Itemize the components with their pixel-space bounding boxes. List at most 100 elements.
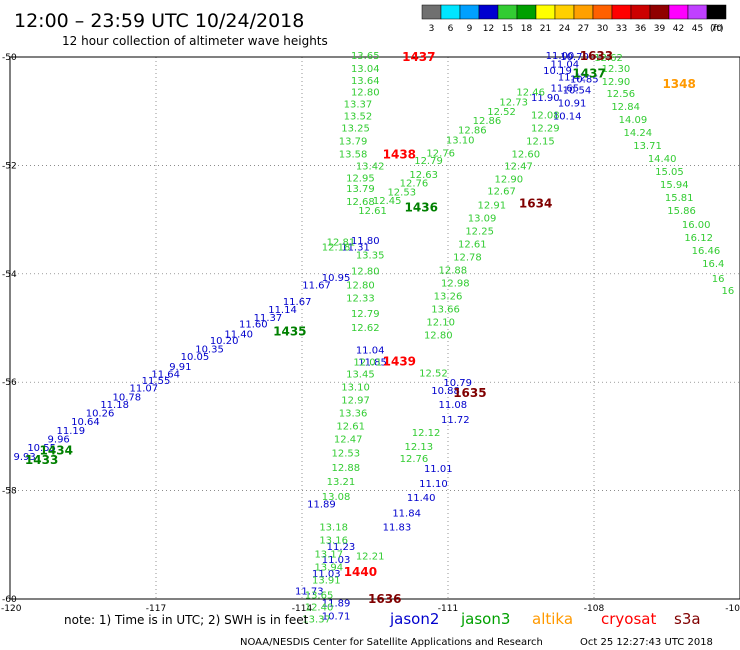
jason2-swh-value: 11.10: [419, 479, 448, 490]
jason2-swh-value: 11.89: [307, 500, 336, 511]
pass-time-layer: 1437 1633 1437 1348 1438 1634 1436 1435 1439 1635…: [25, 49, 696, 606]
lon-tick-label: -10: [725, 604, 740, 614]
jason3-swh-value: 15.86: [667, 206, 696, 217]
jason3-swh-value: 12.10: [426, 317, 455, 328]
jason3-swh-value: 12.90: [602, 77, 631, 88]
jason3-swh-value: 13.64: [351, 76, 380, 87]
colorbar-label: 21: [540, 24, 551, 34]
jason2-swh-value: 10.91: [558, 99, 587, 110]
pass-time-label: 1435: [273, 324, 306, 338]
jason3-swh-value: 13.36: [339, 409, 368, 420]
lon-tick-label: -120: [1, 604, 22, 614]
jason2-swh-value: 10.85: [570, 75, 599, 86]
jason2-swh-value: 10.54: [563, 86, 592, 97]
jason3-swh-value: 13.04: [351, 64, 380, 75]
jason3-swh-value: 12.56: [606, 89, 635, 100]
jason3-swh-value: 13.26: [434, 291, 463, 302]
jason3-swh-value: 12.76: [400, 454, 429, 465]
jason3-swh-value: 12.52: [419, 368, 448, 379]
pass-time-label: 1348: [662, 77, 695, 91]
jason3-swh-value: 12.12: [412, 428, 441, 439]
colorbar: 3 6 9 12 15 18 21 24 27 30 33 36 39 42 45 70: [421, 4, 727, 34]
jason3-swh-value: 12.40: [305, 603, 334, 614]
jason2-swh-value: 10.95: [322, 273, 351, 284]
jason3-swh-value: 13.08: [322, 492, 351, 503]
jason3-swh-value: 16.46: [692, 246, 721, 257]
jason3-swh-value: 12.81: [327, 237, 356, 248]
jason2-swh-value: 11.01: [424, 464, 453, 475]
jason3-swh-value: 12.25: [465, 226, 494, 237]
jason3-swh-value: 16: [721, 286, 734, 297]
jason3-swh-value: 12.63: [409, 170, 438, 181]
colorbar-label: 9: [467, 24, 473, 34]
legend-jason3: jason3: [460, 610, 510, 628]
jason3-swh-value: 13.94: [314, 562, 343, 573]
lat-tick-label: -52: [2, 161, 17, 171]
jason2-swh-value: 11.84: [392, 508, 421, 519]
colorbar-label: 42: [673, 24, 684, 34]
jason2-swh-value: 11.37: [254, 313, 283, 324]
colorbar-label: 70: [711, 24, 723, 34]
colorbar-swatch: [611, 4, 632, 20]
jason3-swh-value: 12.78: [453, 252, 482, 263]
colorbar-swatch: [421, 4, 442, 20]
jason2-swh-value: 10.26: [86, 409, 115, 420]
legend-altika: altika: [532, 610, 573, 628]
colorbar-swatch: [497, 4, 518, 20]
note-text: note: 1) Time is in UTC; 2) SWH is in fe…: [64, 613, 309, 627]
jason3-swh-value: 12.01: [353, 358, 382, 369]
lat-tick-label: -58: [2, 487, 17, 497]
jason2-swh-value: 10.05: [181, 352, 210, 363]
jason3-swh-value: 13.37: [344, 100, 373, 111]
jason3-swh-value: 16.12: [684, 233, 713, 244]
jason3-swh-value: 14.40: [648, 154, 677, 165]
jason2-swh-value: 10.64: [71, 417, 100, 428]
jason3-swh-value: 12.15: [526, 136, 555, 147]
jason3-swh-value: 12.80: [424, 331, 453, 342]
jason2-swh-value: 11.89: [322, 598, 351, 609]
colorbar-swatch: [459, 4, 480, 20]
colorbar-swatch: [706, 4, 727, 20]
jason3-swh-value: 12.98: [441, 278, 470, 289]
jason2-swh-value: 11.83: [383, 522, 412, 533]
jason3-swh-value: 13.21: [327, 477, 356, 488]
lat-tick-label: -60: [2, 595, 17, 605]
jason3-swh-value: 12.62: [351, 323, 380, 334]
colorbar-swatch: [535, 4, 556, 20]
jason2-swh-value: 10.14: [553, 112, 582, 123]
jason3-swh-value: 12.53: [387, 187, 416, 198]
lon-tick-label: -108: [584, 604, 605, 614]
data-layer: 9.9310.559.9611.1910.6410.2611.1810.7811…: [13, 51, 734, 626]
pass-time-label: 1633: [580, 49, 613, 63]
colorbar-label: 45: [692, 24, 703, 34]
jason2-swh-value: 10.55: [27, 443, 56, 454]
jason3-swh-value: 13.25: [341, 123, 370, 134]
jason3-swh-value: 12.60: [512, 149, 541, 160]
colorbar-swatch: [668, 4, 689, 20]
jason3-swh-value: 13.45: [346, 370, 375, 381]
map-frame: [9, 56, 740, 600]
jason3-swh-value: 12.61: [458, 239, 487, 250]
jason2-swh-value: 10.70: [560, 52, 589, 63]
jason2-swh-value: 11.40: [407, 493, 436, 504]
pass-time-label: 1437: [572, 66, 605, 80]
colorbar-swatch: [440, 4, 461, 20]
jason3-swh-value: 16: [712, 274, 725, 285]
jason3-swh-value: 13.10: [446, 135, 475, 146]
colorbar-swatch: [687, 4, 708, 20]
pass-time-label: 1635: [453, 386, 486, 400]
colorbar-label: 15: [502, 24, 513, 34]
colorbar-label: 24: [559, 24, 571, 34]
jason3-swh-value: 12.97: [341, 396, 370, 407]
colorbar-label: 30: [597, 24, 609, 34]
colorbar-swatch: [573, 4, 594, 20]
jason3-swh-value: 12.62: [594, 53, 623, 64]
colorbar-label: 36: [635, 24, 647, 34]
jason3-swh-value: 12.45: [373, 196, 402, 207]
pass-time-label: 1437: [402, 50, 435, 64]
jason3-swh-value: 12.80: [346, 281, 375, 292]
lat-tick-label: -54: [2, 270, 17, 280]
pass-time-label: 1438: [383, 148, 416, 162]
jason2-swh-value: 11.03: [322, 555, 351, 566]
jason2-swh-value: 11.60: [239, 320, 268, 331]
